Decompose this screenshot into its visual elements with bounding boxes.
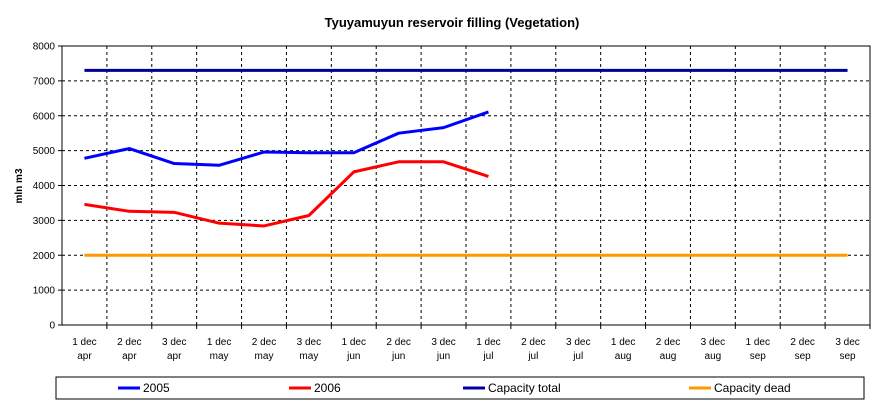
y-tick-label: 4000 xyxy=(33,181,56,192)
legend-label: 2005 xyxy=(143,381,170,395)
legend-label: Capacity total xyxy=(488,381,561,395)
legend-label: 2006 xyxy=(314,381,341,395)
x-tick-label-month: sep xyxy=(839,351,856,362)
x-tick-label: 2 dec xyxy=(656,337,680,348)
series-lines xyxy=(84,68,848,257)
x-tick-label: 2 dec xyxy=(521,337,545,348)
x-tick-label-month: aug xyxy=(615,351,632,362)
x-tick-label-month: apr xyxy=(77,351,92,362)
legend-label: Capacity dead xyxy=(714,381,791,395)
y-tick-label: 2000 xyxy=(33,251,56,262)
x-tick-label-month: sep xyxy=(750,351,767,362)
x-tick-label-month: apr xyxy=(122,351,137,362)
y-tick-label: 7000 xyxy=(33,76,56,87)
x-tick-label-month: jun xyxy=(436,351,450,362)
x-tick-label-month: jun xyxy=(346,351,360,362)
y-axis-label: mln m3 xyxy=(14,168,25,203)
x-tick-label: 3 dec xyxy=(297,337,321,348)
x-tick-label: 2 dec xyxy=(117,337,141,348)
x-tick-label: 1 dec xyxy=(746,337,770,348)
x-tick-label: 2 dec xyxy=(252,337,276,348)
y-tick-label: 8000 xyxy=(33,42,56,53)
x-tick-label: 1 dec xyxy=(611,337,635,348)
y-tick-label: 0 xyxy=(49,321,55,332)
x-tick-label: 2 dec xyxy=(386,337,410,348)
x-tick-label-month: may xyxy=(255,351,274,362)
x-tick-label: 1 dec xyxy=(342,337,366,348)
y-tick-label: 1000 xyxy=(33,286,56,297)
axes: 0 1000 2000 3000 4000 5000 6000 7000 8000 1 dec ap… xyxy=(33,42,871,362)
x-tick-label: 3 dec xyxy=(162,337,186,348)
x-tick-label-month: apr xyxy=(167,351,182,362)
legend-box xyxy=(55,376,865,400)
x-tick-label: 3 dec xyxy=(701,337,725,348)
plot-border xyxy=(61,45,871,326)
grid xyxy=(62,45,870,325)
x-tick-label: 1 dec xyxy=(476,337,500,348)
y-tick-label: 6000 xyxy=(33,111,56,122)
x-tick-label: 3 dec xyxy=(835,337,859,348)
x-tick-label-month: sep xyxy=(795,351,812,362)
x-tick-label: 2 dec xyxy=(790,337,814,348)
x-tick-label-month: may xyxy=(299,351,318,362)
x-tick-label: 3 dec xyxy=(431,337,455,348)
x-tick-label-month: jul xyxy=(482,351,493,362)
x-tick-label-month: jul xyxy=(572,351,583,362)
y-tick-label: 3000 xyxy=(33,216,56,227)
series-line-2005 xyxy=(84,110,489,167)
x-tick-label-month: aug xyxy=(660,351,677,362)
chart-title: Tyuyamuyun reservoir filling (Vegetation… xyxy=(325,15,580,30)
x-tick-label-month: jun xyxy=(391,351,405,362)
x-tick-label: 1 dec xyxy=(207,337,231,348)
series-line-2006 xyxy=(84,160,489,228)
x-tick-label-month: aug xyxy=(705,351,722,362)
x-tick-label-month: may xyxy=(210,351,229,362)
y-tick-label: 5000 xyxy=(33,146,56,157)
x-tick-label: 3 dec xyxy=(566,337,590,348)
x-tick-label-month: jul xyxy=(527,351,538,362)
x-tick-label: 1 dec xyxy=(72,337,96,348)
legend: 2005 2006 Capacity total Capacity dead xyxy=(55,376,865,400)
